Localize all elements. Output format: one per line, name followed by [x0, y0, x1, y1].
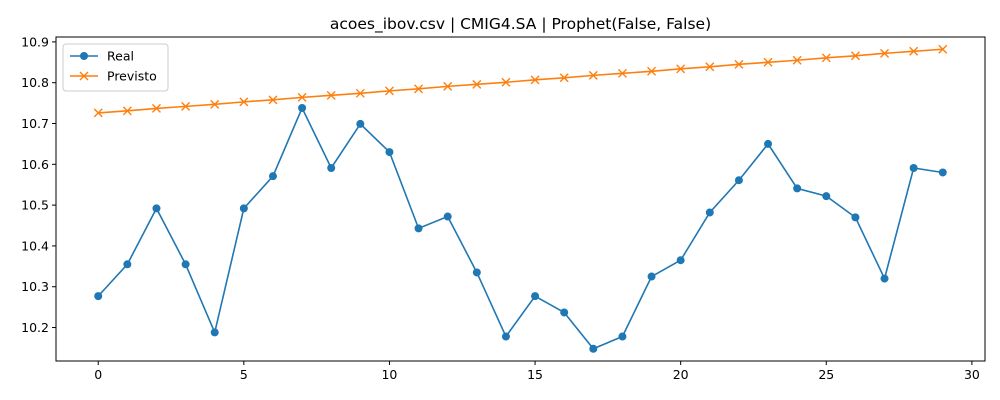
- data-point-previsto: [647, 66, 657, 76]
- legend-marker-circle: [80, 52, 88, 60]
- x-tick-label: 5: [240, 367, 248, 382]
- x-tick-label: 30: [964, 367, 980, 382]
- data-point-real: [472, 268, 481, 277]
- data-point-previsto: [617, 68, 627, 78]
- legend-label-real: Real: [107, 49, 134, 64]
- data-point-previsto: [297, 92, 307, 102]
- data-point-real: [822, 192, 831, 201]
- data-point-real: [210, 328, 219, 337]
- data-point-previsto: [588, 70, 598, 80]
- data-point-previsto: [472, 79, 482, 89]
- x-tick-label: 15: [527, 367, 543, 382]
- data-point-real: [938, 168, 947, 177]
- x-tick-label: 10: [381, 367, 397, 382]
- data-point-previsto: [909, 46, 919, 56]
- data-point-previsto: [181, 101, 191, 111]
- data-point-previsto: [850, 51, 860, 61]
- data-point-real: [385, 148, 394, 157]
- y-tick-label: 10.8: [21, 75, 49, 90]
- data-point-real: [414, 224, 423, 233]
- data-point-real: [531, 292, 540, 301]
- series-line-previsto: [98, 48, 943, 114]
- data-point-real: [734, 176, 743, 185]
- data-point-real: [764, 139, 773, 148]
- chart-title: acoes_ibov.csv | CMIG4.SA | Prophet(Fals…: [330, 15, 711, 34]
- data-point-previsto: [384, 86, 394, 96]
- y-tick-label: 10.9: [21, 34, 49, 49]
- data-point-previsto: [530, 75, 540, 85]
- y-tick-label: 10.2: [21, 320, 49, 335]
- data-point-previsto: [676, 64, 686, 74]
- data-point-previsto: [151, 103, 161, 113]
- data-point-previsto: [268, 95, 278, 105]
- data-point-real: [94, 292, 103, 301]
- data-point-real: [239, 204, 248, 213]
- y-tick-label: 10.6: [21, 157, 49, 172]
- x-axis: 0 5 10 15 20 25 30: [94, 361, 980, 382]
- x-tick-label: 20: [673, 367, 689, 382]
- y-axis: 10.2 10.3 10.4 10.5 10.6 10.7 10.8 10.9: [21, 34, 56, 335]
- data-point-real: [356, 119, 365, 128]
- data-point-previsto: [443, 81, 453, 91]
- data-point-real: [880, 274, 889, 283]
- plot-area: [55, 36, 986, 362]
- data-point-previsto: [355, 88, 365, 98]
- legend-item-previsto: Previsto: [70, 69, 157, 84]
- data-point-previsto: [501, 77, 511, 87]
- data-point-previsto: [705, 62, 715, 72]
- legend-label-previsto: Previsto: [107, 69, 157, 84]
- data-point-previsto: [938, 44, 948, 54]
- data-point-previsto: [880, 48, 890, 58]
- series-layer: [93, 44, 948, 353]
- data-point-real: [443, 212, 452, 221]
- data-point-previsto: [210, 99, 220, 109]
- x-tick-label: 25: [818, 367, 834, 382]
- data-point-previsto: [734, 59, 744, 69]
- y-tick-label: 10.4: [21, 238, 49, 253]
- data-point-real: [123, 260, 132, 269]
- legend-item-real: Real: [70, 49, 134, 64]
- data-point-previsto: [326, 90, 336, 100]
- y-tick-label: 10.3: [21, 279, 49, 294]
- y-tick-label: 10.7: [21, 116, 49, 131]
- data-point-previsto: [122, 106, 132, 116]
- data-point-previsto: [821, 53, 831, 63]
- data-point-real: [909, 163, 918, 172]
- data-point-real: [793, 184, 802, 193]
- data-point-real: [327, 163, 336, 172]
- data-point-previsto: [792, 55, 802, 65]
- data-point-real: [647, 272, 656, 281]
- legend: Real Previsto: [62, 43, 169, 92]
- data-point-previsto: [414, 84, 424, 94]
- data-point-real: [676, 256, 685, 265]
- data-point-real: [589, 344, 598, 353]
- data-point-previsto: [763, 57, 773, 67]
- data-point-real: [705, 208, 714, 217]
- y-tick-label: 10.5: [21, 198, 49, 213]
- legend-marker-x: [79, 71, 89, 81]
- data-point-real: [268, 172, 277, 181]
- data-point-real: [152, 204, 161, 213]
- data-point-previsto: [559, 73, 569, 83]
- data-point-real: [501, 332, 510, 341]
- x-tick-label: 0: [94, 367, 102, 382]
- data-point-previsto: [93, 108, 103, 118]
- data-point-real: [298, 104, 307, 113]
- data-point-real: [618, 332, 627, 341]
- series-line-real: [97, 106, 943, 350]
- data-point-real: [181, 260, 190, 269]
- data-point-previsto: [239, 97, 249, 107]
- data-point-real: [560, 308, 569, 317]
- data-point-real: [851, 213, 860, 222]
